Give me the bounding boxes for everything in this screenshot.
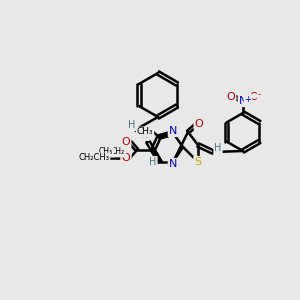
Text: H: H: [149, 157, 157, 167]
Text: O: O: [250, 92, 258, 102]
Text: CH₃: CH₃: [137, 128, 153, 136]
Text: O: O: [195, 119, 203, 129]
Text: N: N: [169, 126, 177, 136]
Text: H: H: [214, 143, 222, 153]
Text: O: O: [122, 152, 130, 162]
Text: S: S: [194, 157, 202, 167]
Text: O: O: [122, 137, 130, 147]
Text: CH₂: CH₂: [111, 148, 125, 157]
Text: N: N: [169, 159, 177, 169]
Text: -: -: [257, 91, 260, 100]
Text: H: H: [128, 120, 136, 130]
Text: O: O: [122, 153, 130, 163]
Text: N: N: [239, 96, 247, 106]
Text: O: O: [226, 92, 236, 102]
Text: CH₂CH₃: CH₂CH₃: [79, 154, 110, 163]
Text: CH₃: CH₃: [99, 148, 113, 157]
Text: +: +: [244, 94, 251, 103]
Text: H: H: [141, 130, 149, 140]
